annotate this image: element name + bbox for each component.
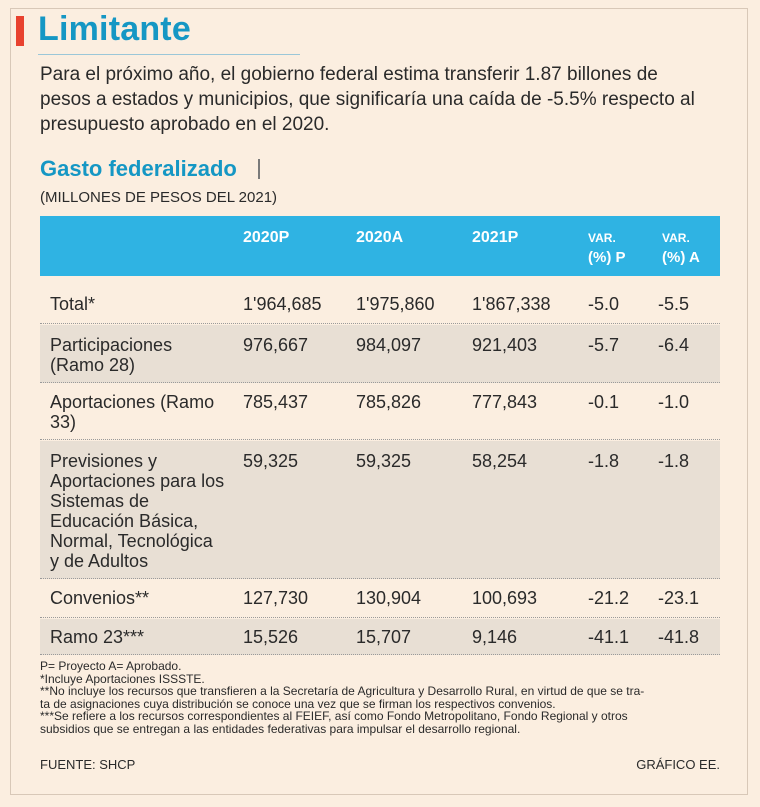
header-2020p: 2020P: [243, 229, 290, 246]
table-row-aportaciones: Aportaciones (Ramo 33) 785,437 785,826 7…: [40, 384, 720, 440]
graphic-frame: [10, 8, 748, 795]
cell-var-p: -41.1: [588, 627, 630, 647]
cell-var-a: -5.5: [658, 294, 690, 314]
cell-2020a: 130,904: [356, 588, 422, 608]
cell-2021p: 1'867,338: [472, 294, 551, 314]
cell-var-a: -1.8: [658, 451, 690, 471]
row-label: Total*: [50, 294, 96, 314]
title-divider: [38, 54, 300, 55]
intro-text: Para el próximo año, el gobierno federal…: [40, 64, 695, 135]
header-var-p-line1: VAR.: [588, 231, 616, 245]
cell-2020p: 15,526: [243, 627, 299, 647]
table-row-previsiones: Previsiones y Aportaciones para los Sist…: [40, 441, 720, 579]
table-header: 2020P 2020A 2021P VAR. (%) P VAR. (%) A: [40, 216, 720, 276]
cell-2021p: 100,693: [472, 588, 538, 608]
cell-2021p: 9,146: [472, 627, 518, 647]
cell-2020a: 1'975,860: [356, 294, 435, 314]
cell-2020a: 59,325: [356, 451, 412, 471]
cell-var-p: -5.0: [588, 294, 620, 314]
title-separator-mark: [258, 159, 260, 179]
header-2021p: 2021P: [472, 229, 519, 246]
cell-var-a: -1.0: [658, 392, 690, 412]
cell-var-p: -21.2: [588, 588, 630, 608]
table-title: Gasto federalizado: [40, 156, 237, 181]
cell-2020p: 976,667: [243, 335, 309, 355]
cell-var-p: -1.8: [588, 451, 620, 471]
footnote: ***Se refiere a los recursos correspondi…: [40, 709, 628, 723]
cell-2020a: 984,097: [356, 335, 422, 355]
cell-var-p: -5.7: [588, 335, 620, 355]
table-row-convenios: Convenios** 127,730 130,904 100,693 -21.…: [40, 580, 720, 618]
cell-2020a: 785,826: [356, 392, 422, 412]
row-label: Convenios**: [50, 588, 150, 608]
cell-var-a: -23.1: [658, 588, 700, 608]
table-row-total: Total* 1'964,685 1'975,860 1'867,338 -5.…: [40, 282, 720, 324]
cell-2020p: 1'964,685: [243, 294, 322, 314]
cell-2020a: 15,707: [356, 627, 412, 647]
row-label: Aportaciones (Ramo 33): [50, 392, 215, 432]
footnotes: P= Proyecto A= Aprobado. *Incluye Aporta…: [40, 660, 720, 735]
cell-2021p: 58,254: [472, 451, 528, 471]
graphic-title: Limitante: [38, 10, 191, 48]
header-2020a: 2020A: [356, 229, 404, 246]
cell-2021p: 777,843: [472, 392, 538, 412]
title-accent-bar: [16, 16, 24, 46]
header-var-a: VAR. (%) A: [662, 228, 700, 268]
footnote: **No incluye los recursos que transfiere…: [40, 684, 645, 698]
header-var-a-line1: VAR.: [662, 231, 690, 245]
row-label: Participaciones (Ramo 28): [50, 335, 173, 375]
table-row-ramo-23: Ramo 23*** 15,526 15,707 9,146 -41.1 -41…: [40, 619, 720, 655]
table-row-participaciones: Participaciones (Ramo 28) 976,667 984,09…: [40, 325, 720, 383]
cell-var-a: -41.8: [658, 627, 700, 647]
cell-2021p: 921,403: [472, 335, 538, 355]
table-units: (MILLONES DE PESOS DEL 2021): [40, 189, 278, 206]
footnote: *Incluye Aportaciones ISSSTE.: [40, 671, 205, 686]
row-label: Ramo 23***: [50, 627, 145, 647]
row-label: Previsiones y Aportaciones para los Sist…: [50, 451, 225, 571]
header-var-a-line2: (%) A: [662, 249, 700, 266]
header-var-p: VAR. (%) P: [588, 228, 626, 268]
cell-2020p: 785,437: [243, 392, 309, 412]
footnote: ta de asignaciones cuya distribución se …: [40, 696, 556, 711]
graphic-credit: GRÁFICO EE.: [636, 757, 720, 772]
cell-2020p: 127,730: [243, 588, 309, 608]
cell-2020p: 59,325: [243, 451, 299, 471]
footnote: subsidios que se entregan a las entidade…: [40, 721, 521, 736]
footnote: P= Proyecto A= Aprobado.: [40, 659, 182, 673]
cell-var-a: -6.4: [658, 335, 690, 355]
cell-var-p: -0.1: [588, 392, 620, 412]
header-var-p-line2: (%) P: [588, 249, 626, 266]
source-line: FUENTE: SHCP: [40, 757, 136, 772]
